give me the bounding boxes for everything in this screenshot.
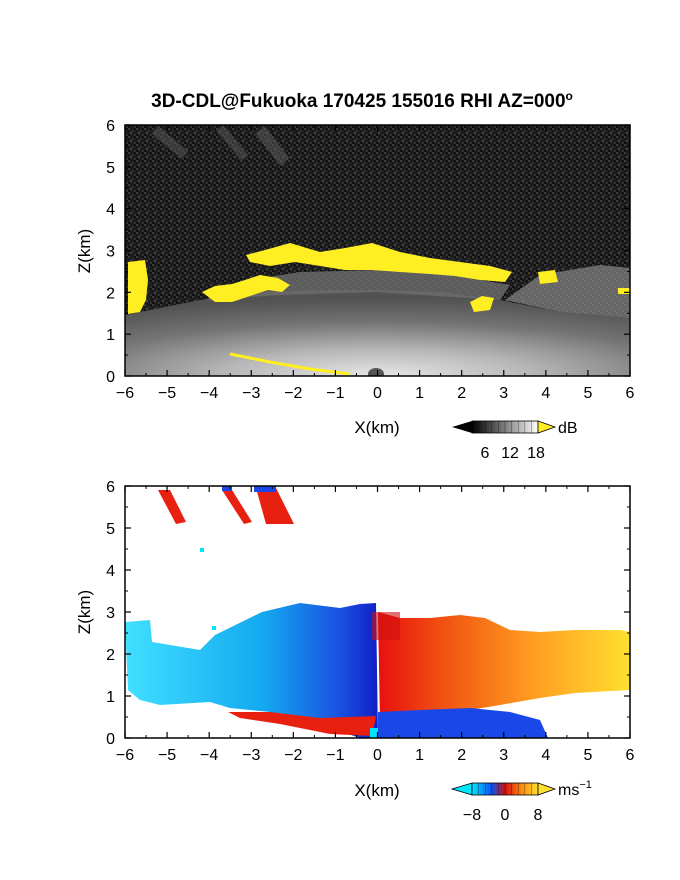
y-tick-label: 2 [106, 647, 115, 664]
reflectivity-colorbar-unit: dB [558, 420, 578, 437]
velocity-colorbar-tick: −8 [463, 807, 481, 824]
gray-layer-upper [205, 270, 510, 300]
gray-echo-fan [125, 290, 630, 376]
y-tick-label: 1 [106, 689, 115, 706]
x-tick-label: 3 [499, 385, 508, 402]
x-tick-label: −5 [158, 747, 176, 764]
reflectivity-colorbar-tick: 18 [527, 445, 545, 462]
x-tick-label: −6 [116, 747, 134, 764]
y-tick-label: 3 [106, 605, 115, 622]
x-tick-label: −4 [200, 747, 218, 764]
x-tick-label: 1 [415, 385, 424, 402]
y-tick-label: 4 [106, 202, 115, 219]
x-tick-label: −2 [284, 385, 302, 402]
y-tick-label: 6 [106, 118, 115, 135]
x-tick-label: 2 [457, 747, 466, 764]
velocity-negative-region [125, 603, 378, 738]
x-tick-label: 6 [626, 385, 635, 402]
x-tick-label: −6 [116, 385, 134, 402]
gray-layer-right [505, 265, 630, 318]
reflectivity-colorbar-tick: 6 [481, 445, 490, 462]
reflectivity-colorbar: dB 6 12 18 [452, 420, 578, 462]
x-tick-label: −3 [242, 385, 260, 402]
x-tick-label: 1 [415, 747, 424, 764]
velocity-xlabel: X(km) [354, 781, 399, 800]
saturated-left-edge [128, 260, 148, 314]
y-tick-label: 6 [106, 479, 115, 496]
velocity-positive-region [378, 612, 630, 722]
x-tick-label: 4 [541, 747, 550, 764]
x-tick-label: 2 [457, 385, 466, 402]
y-tick-label: 1 [106, 327, 115, 344]
x-tick-label: −1 [326, 747, 344, 764]
velocity-negative-lower [378, 708, 548, 738]
velocity-ylabel: Z(km) [75, 590, 94, 634]
x-tick-label: 0 [373, 385, 382, 402]
x-tick-label: 5 [583, 747, 592, 764]
saturated-right-blob [470, 296, 494, 312]
velocity-positive-lower-left [228, 712, 376, 736]
reflectivity-colorbar-tick: 12 [501, 445, 519, 462]
saturated-cloud-top [246, 243, 512, 282]
x-tick-label: 0 [373, 747, 382, 764]
y-tick-label: 2 [106, 285, 115, 302]
velocity-colorbar-tick: 0 [501, 807, 510, 824]
saturated-far-right [538, 270, 558, 284]
y-tick-label: 5 [106, 160, 115, 177]
figure-title: 3D-CDL@Fukuoka 170425 155016 RHI AZ=000o [151, 89, 573, 112]
reflectivity-xlabel: X(km) [354, 418, 399, 437]
velocity-upper-streak [222, 490, 252, 524]
velocity-colorbar-tick: 8 [534, 807, 543, 824]
velocity-colorbar-unit: ms−1 [558, 779, 592, 799]
velocity-axes: −6 −5 −4 −3 −2 −1 0 1 2 3 4 5 6 0 1 2 3 4 5 6 [106, 479, 634, 764]
reflectivity-ylabel: Z(km) [75, 229, 94, 273]
x-tick-label: −1 [326, 385, 344, 402]
y-tick-label: 0 [106, 369, 115, 386]
x-tick-label: −5 [158, 385, 176, 402]
velocity-colorbar: ms−1 −8 0 8 [450, 779, 592, 824]
y-tick-label: 3 [106, 244, 115, 261]
reflectivity-axes: −6 −5 −4 −3 −2 −1 0 1 2 3 4 5 6 0 1 2 3 4 5 6 [106, 118, 634, 402]
x-tick-label: −2 [284, 747, 302, 764]
saturated-cloud-lower [202, 275, 290, 302]
x-tick-label: −3 [242, 747, 260, 764]
x-tick-label: 3 [499, 747, 508, 764]
y-tick-label: 4 [106, 563, 115, 580]
degree-symbol: o [566, 89, 573, 103]
x-tick-label: −4 [200, 385, 218, 402]
x-tick-label: 6 [626, 747, 635, 764]
velocity-panel: −6 −5 −4 −3 −2 −1 0 1 2 3 4 5 6 0 1 2 3 4 5 6 X(km) Z(km) m… [75, 479, 635, 824]
reflectivity-field [125, 125, 630, 376]
saturated-ground-line [229, 352, 351, 376]
y-tick-label: 0 [106, 731, 115, 748]
velocity-field [125, 486, 630, 738]
x-tick-label: 5 [583, 385, 592, 402]
y-tick-label: 5 [106, 521, 115, 538]
velocity-upper-streak [256, 488, 294, 524]
x-tick-label: 4 [541, 385, 550, 402]
velocity-upper-streak [158, 490, 186, 524]
